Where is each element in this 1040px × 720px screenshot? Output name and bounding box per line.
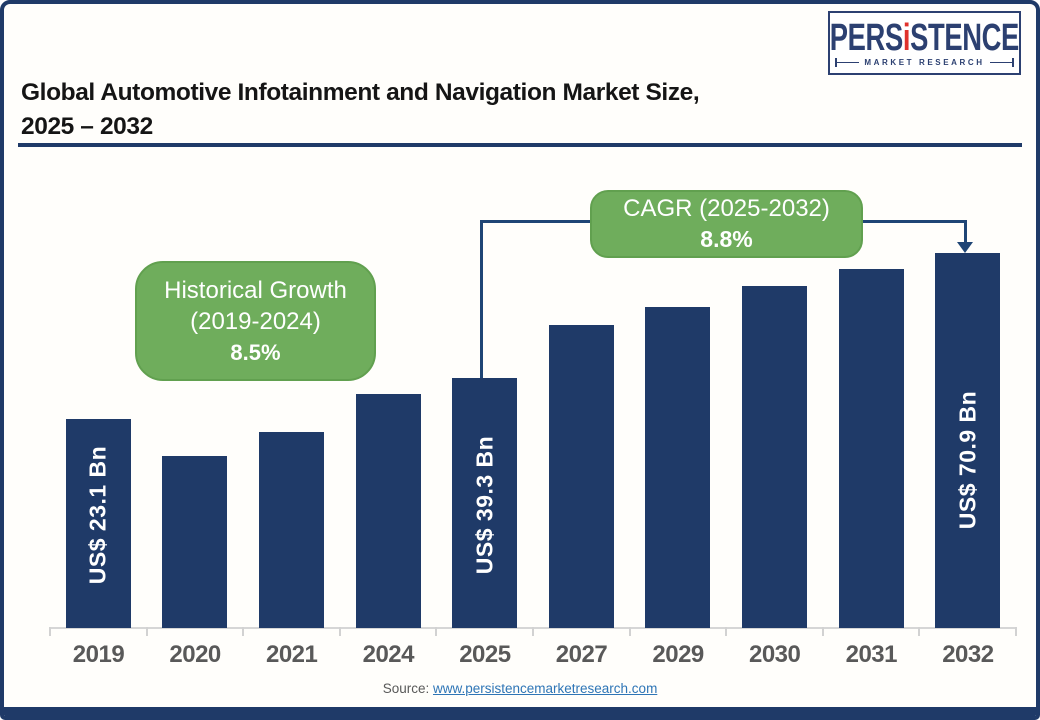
tagline-left-bracket-icon (835, 57, 860, 67)
x-tick-label-2024: 2024 (362, 641, 415, 668)
cagr-line1: CAGR (2025-2032) (623, 195, 830, 222)
x-axis-tick (628, 627, 631, 636)
x-tick-label-2020: 2020 (169, 641, 221, 668)
bar-2031 (838, 269, 904, 628)
x-tick-label-2021: 2021 (265, 641, 318, 668)
x-tick-label-2019: 2019 (72, 641, 125, 668)
x-tick-label-2030: 2030 (748, 641, 801, 668)
title-underline (18, 143, 1022, 147)
bar-2029 (645, 307, 711, 628)
bar-2027 (548, 325, 614, 628)
source-prefix: Source: (382, 681, 430, 696)
x-axis-tick (435, 627, 438, 636)
x-axis-tick (725, 627, 728, 636)
logo-text-post: STENCE (910, 16, 1020, 59)
bar-2032: US$ 70.9 Bn (935, 253, 1001, 628)
x-axis-tick (918, 627, 921, 636)
page-title: Global Automotive Infotainment and Navig… (21, 76, 700, 144)
x-axis-tick (532, 627, 534, 636)
historical-growth-line1: Historical Growth (164, 276, 347, 304)
bar-value-label-2025: US$ 39.3 Bn (471, 435, 498, 575)
logo-tagline: MARKET RESEARCH (835, 57, 1014, 67)
bar-2030 (742, 286, 807, 628)
x-tick-label-2025: 2025 (459, 641, 511, 668)
logo-tagline-text: MARKET RESEARCH (864, 57, 985, 67)
bar-2020 (162, 456, 228, 628)
historical-growth-line2: (2019-2024) (190, 307, 321, 335)
logo-text-pre: PERS (829, 16, 904, 59)
plot-area: Historical Growth (2019-2024) 8.5% CAGR … (4, 4, 1036, 716)
source-link[interactable]: www.persistencemarketresearch.com (432, 681, 658, 696)
cagr-value: 8.8% (700, 226, 753, 252)
bar-2025: US$ 39.3 Bn (452, 378, 518, 628)
bottom-accent-bar (4, 707, 1036, 716)
tagline-right-bracket-icon (989, 57, 1014, 67)
cagr-bracket-right-line (964, 220, 967, 244)
historical-growth-callout: Historical Growth (2019-2024) 8.5% (135, 261, 376, 381)
x-axis-tick (821, 627, 824, 636)
x-tick-label-2032: 2032 (942, 641, 994, 668)
x-tick-label-2029: 2029 (652, 641, 704, 668)
logo-red-i: i (903, 16, 911, 59)
bar-2024 (355, 394, 421, 628)
x-axis-tick (338, 627, 341, 636)
page-title-line1: Global Automotive Infotainment and Navig… (21, 79, 700, 106)
source-line: Source: www.persistencemarketresearch.co… (4, 681, 1036, 696)
cagr-arrowhead-icon (957, 242, 973, 253)
cagr-bracket-left-line (480, 220, 483, 378)
x-tick-label-2027: 2027 (555, 641, 608, 668)
page-title-line2: 2025 – 2032 (21, 113, 153, 140)
cagr-callout: CAGR (2025-2032) 8.8% (590, 190, 863, 258)
x-axis-tick (49, 627, 51, 636)
bar-value-label-2032: US$ 70.9 Bn (954, 390, 981, 529)
logo-wordmark: PERSiSTENCE (829, 16, 1020, 59)
x-axis-tick (1015, 627, 1017, 636)
historical-growth-value: 8.5% (230, 339, 281, 365)
bar-2019: US$ 23.1 Bn (65, 419, 131, 628)
x-axis-tick (145, 627, 148, 636)
bar-value-label-2019: US$ 23.1 Bn (84, 445, 111, 584)
x-axis-tick (242, 627, 245, 636)
persistence-logo: PERSiSTENCE MARKET RESEARCH (828, 11, 1021, 75)
x-tick-label-2031: 2031 (845, 641, 898, 668)
bar-2021 (259, 432, 324, 628)
